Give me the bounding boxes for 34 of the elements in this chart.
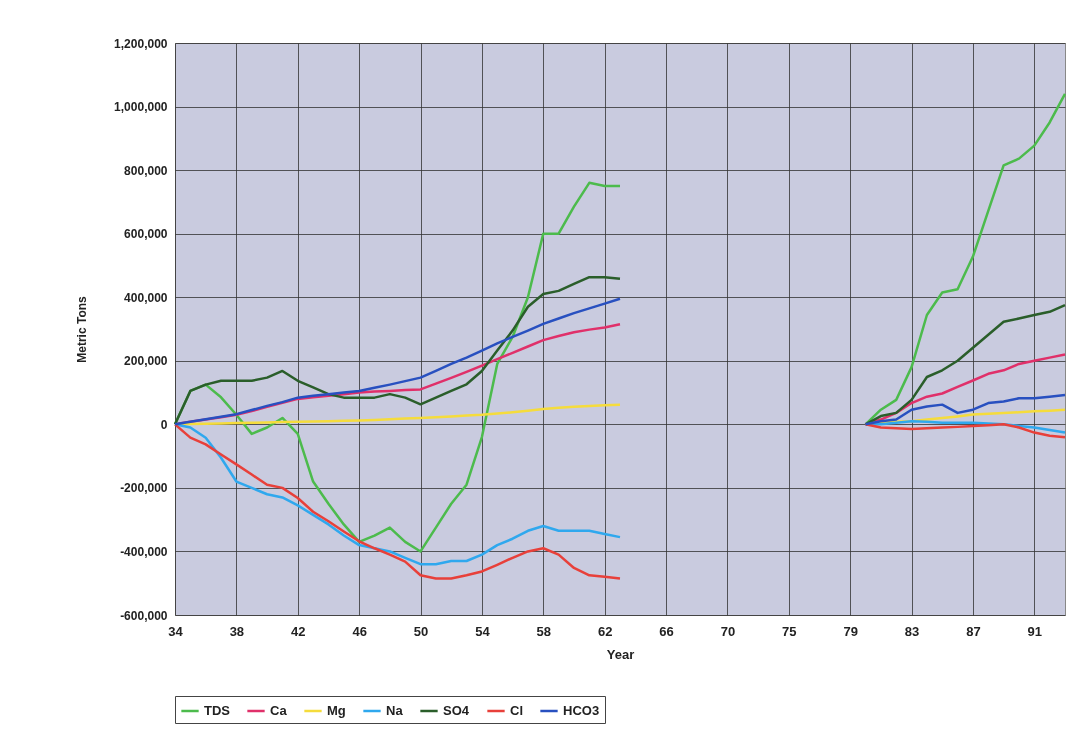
x-tick-label: 38 [229,623,245,639]
y-tick-label: 200,000 [124,354,168,369]
legend-label: Cl [510,703,523,718]
legend-label: SO4 [443,703,470,718]
x-tick-label: 83 [904,623,920,639]
x-tick-label: 87 [966,623,981,639]
x-tick-label: 50 [413,623,429,639]
y-tick-label: 1,200,000 [114,36,168,51]
legend-label: HCO3 [563,703,600,718]
y-tick-label: 800,000 [124,163,168,178]
x-tick-label: 70 [720,623,736,639]
x-tick-label: 79 [843,623,858,639]
legend-label: Mg [327,703,346,718]
x-tick-label: 58 [536,623,552,639]
x-tick-label: 75 [782,623,797,639]
x-tick-label: 42 [291,623,306,639]
y-tick-label: 0 [160,417,168,432]
y-tick-label: -600,000 [120,608,168,623]
y-axis-title: Metric Tons [75,295,90,363]
x-tick-label: 34 [168,623,184,639]
legend-label: Ca [270,703,288,718]
y-tick-label: -200,000 [120,481,168,496]
x-tick-label: 62 [597,623,613,639]
y-tick-label: -400,000 [120,544,168,559]
legend-label: TDS [204,703,231,718]
y-tick-label: 600,000 [124,227,168,242]
legend-label: Na [386,703,404,718]
x-tick-label: 46 [352,623,367,639]
y-tick-label: 1,000,000 [114,100,168,115]
x-axis-title: Year [606,646,635,662]
x-tick-label: 66 [659,623,674,639]
x-tick-label: 91 [1027,623,1043,639]
x-tick-label: 54 [475,623,491,639]
y-tick-label: 400,000 [124,290,168,305]
